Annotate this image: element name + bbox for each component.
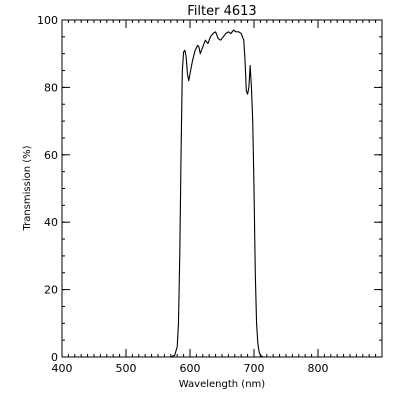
x-tick-label: 700 — [244, 362, 265, 375]
tick-marks — [61, 19, 383, 358]
y-tick-label: 40 — [44, 216, 58, 229]
x-tick-label: 600 — [180, 362, 201, 375]
y-tick-label: 80 — [44, 81, 58, 94]
y-tick-label: 0 — [51, 351, 58, 364]
y-tick-label: 100 — [37, 14, 58, 27]
x-axis-label: Wavelength (nm) — [179, 379, 265, 390]
x-tick-label: 800 — [308, 362, 329, 375]
y-axis-label: Transmission (%) — [22, 145, 33, 231]
y-tick-label: 60 — [44, 149, 58, 162]
x-tick-label: 400 — [52, 362, 73, 375]
x-tick-label: 500 — [116, 362, 137, 375]
transmission-curve — [62, 29, 382, 358]
chart-title: Filter 4613 — [187, 4, 256, 19]
plot-frame — [61, 19, 383, 358]
y-tick-label: 20 — [44, 284, 58, 297]
tick-labels: 400 500 600 700 800 0 20 40 60 80 100 — [37, 14, 329, 375]
